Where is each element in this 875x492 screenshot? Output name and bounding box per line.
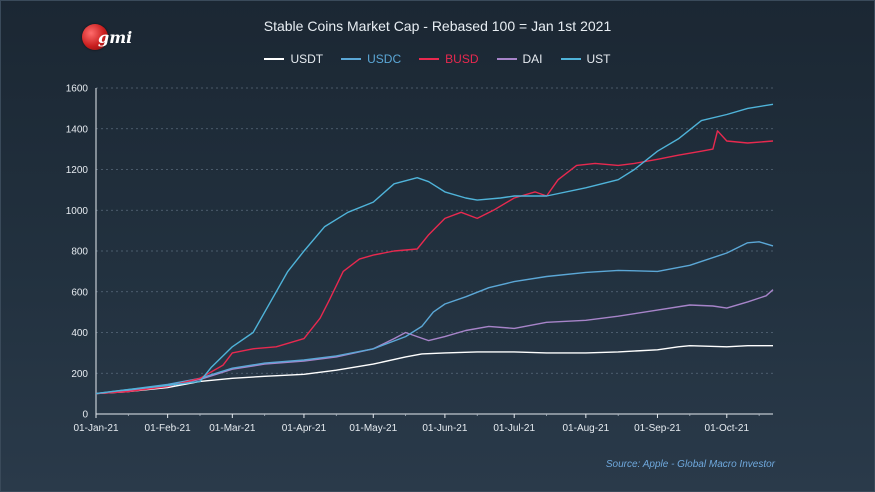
x-tick-label: 01-May-21 [349, 423, 397, 434]
legend-swatch [264, 58, 285, 60]
series-line-dai [95, 289, 774, 395]
x-tick-label: 01-Aug-21 [562, 423, 609, 434]
x-tick-label: 01-Jun-21 [422, 423, 467, 434]
y-tick-label: 1400 [66, 124, 89, 135]
legend-item-ust: UST [560, 52, 611, 66]
y-tick-label: 0 [82, 410, 88, 421]
chart-title: Stable Coins Market Cap - Rebased 100 = … [263, 18, 612, 34]
globe-icon [82, 24, 108, 50]
legend-swatch [560, 58, 581, 60]
y-tick-label: 400 [71, 328, 88, 339]
legend-label: DAI [522, 52, 543, 66]
series-line-ust [95, 103, 774, 395]
y-tick-label: 200 [71, 369, 88, 380]
logo-text: gmi [98, 27, 133, 47]
legend-item-busd: BUSD [419, 52, 479, 66]
legend-swatch [341, 58, 362, 60]
y-tick-label: 1200 [66, 165, 89, 176]
series-line-usdt [95, 345, 773, 395]
series-line-usdc [95, 241, 774, 395]
x-tick-label: 01-Sep-21 [634, 423, 681, 434]
x-tick-label: 01-Feb-21 [145, 423, 192, 434]
legend-swatch [496, 58, 517, 60]
y-tick-label: 600 [71, 287, 88, 298]
legend-label: UST [586, 52, 611, 66]
x-tick-label: 01-Mar-21 [209, 423, 256, 434]
x-tick-label: 01-Jul-21 [493, 423, 535, 434]
gmi-logo: gmi [82, 22, 132, 52]
legend-label: USDT [290, 52, 324, 66]
legend-swatch [419, 58, 440, 60]
series-line-busd [95, 130, 774, 395]
x-tick-label: 01-Oct-21 [705, 423, 750, 434]
legend-item-usdc: USDC [341, 52, 401, 66]
legend-label: USDC [367, 52, 402, 66]
chart-legend: USDT USDC BUSD DAI UST [0, 52, 875, 66]
x-tick-label: 01-Jan-21 [73, 423, 118, 434]
y-tick-label: 1600 [66, 84, 89, 95]
legend-item-dai: DAI [496, 52, 543, 66]
legend-label: BUSD [445, 52, 479, 66]
legend-item-usdt: USDT [264, 52, 323, 66]
y-tick-label: 1000 [66, 206, 89, 217]
y-tick-label: 800 [71, 247, 88, 258]
source-note: Source: Apple - Global Macro Investor [605, 459, 775, 470]
x-tick-label: 01-Apr-21 [282, 423, 327, 434]
